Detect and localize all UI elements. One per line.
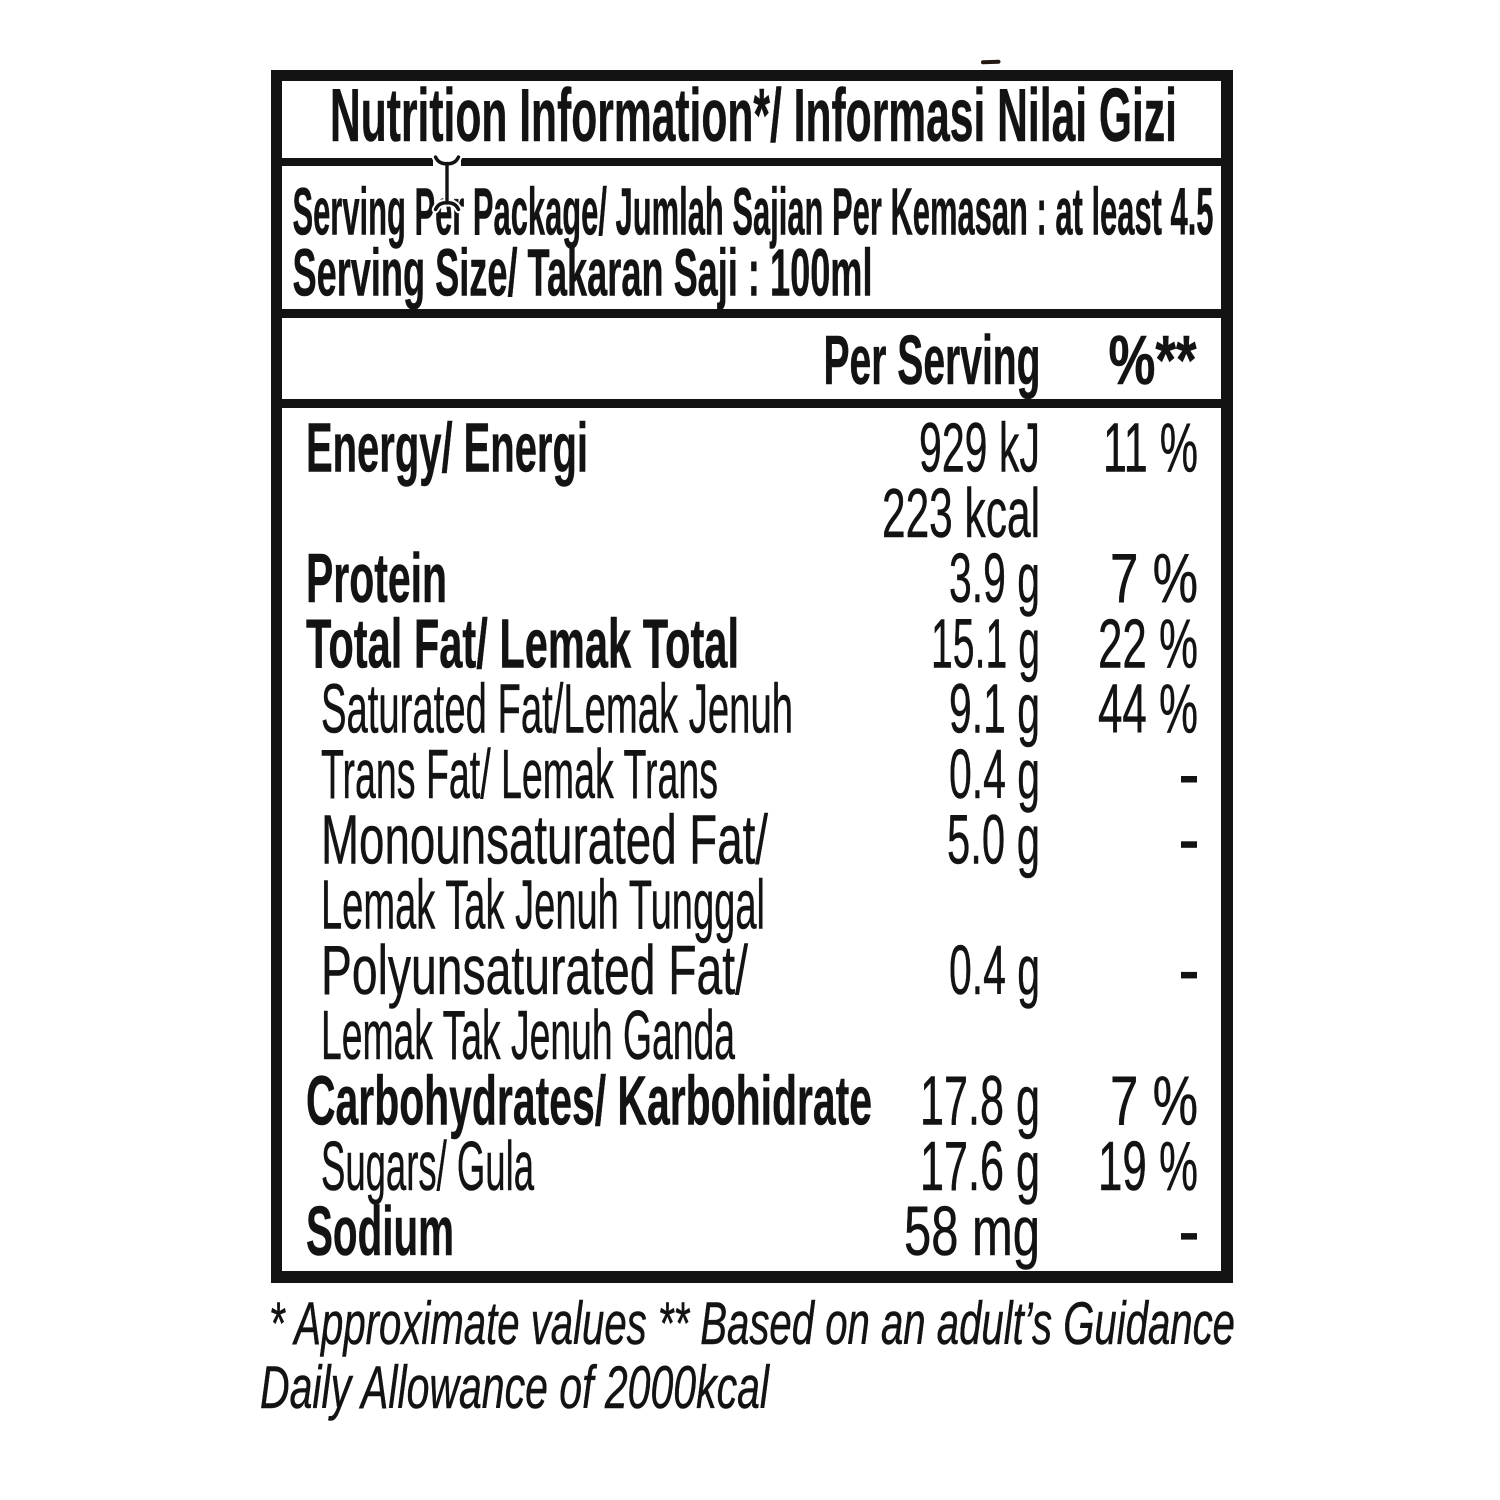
svg-text:Protein: Protein: [306, 539, 447, 617]
svg-text:3.9 g: 3.9 g: [949, 539, 1040, 617]
svg-text:Polyunsaturated Fat/: Polyunsaturated Fat/: [321, 931, 748, 1009]
svg-text:15.1 g: 15.1 g: [931, 604, 1040, 682]
svg-text:17.8 g: 17.8 g: [920, 1062, 1040, 1140]
svg-text:5.0 g: 5.0 g: [947, 800, 1040, 878]
svg-text:Energy/ Energi: Energy/ Energi: [306, 409, 588, 487]
svg-text:Lemak Tak Jenuh Ganda: Lemak Tak Jenuh Ganda: [321, 996, 735, 1074]
svg-text:0.4 g: 0.4 g: [949, 931, 1040, 1009]
svg-text:Nutrition Information*/ Inform: Nutrition Information*/ Informasi Nilai …: [330, 73, 1177, 157]
svg-text:44 %: 44 %: [1098, 670, 1198, 748]
svg-text:Sodium: Sodium: [306, 1192, 454, 1270]
svg-text:0.4 g: 0.4 g: [949, 735, 1040, 813]
svg-text:7 %: 7 %: [1110, 539, 1198, 617]
svg-text:Trans Fat/ Lemak Trans: Trans Fat/ Lemak Trans: [321, 735, 718, 813]
svg-text:Serving Size/ Takaran Saji : 1: Serving Size/ Takaran Saji : 100ml: [293, 235, 873, 310]
svg-text:Total Fat/ Lemak Total: Total Fat/ Lemak Total: [306, 604, 739, 682]
svg-text:* Approximate values ** Base: * Approximate values ** Based on an adul…: [269, 1290, 1235, 1357]
svg-text:9.1 g: 9.1 g: [949, 670, 1040, 748]
svg-text:223 kcal: 223 kcal: [882, 474, 1040, 552]
svg-text:Sugars/ Gula: Sugars/ Gula: [321, 1127, 534, 1205]
svg-text:58 mg: 58 mg: [904, 1192, 1040, 1270]
svg-text:Lemak Tak Jenuh Tunggal: Lemak Tak Jenuh Tunggal: [321, 866, 765, 944]
svg-text:19 %: 19 %: [1098, 1127, 1198, 1205]
svg-text:%**: %**: [1109, 321, 1198, 399]
svg-text:11 %: 11 %: [1103, 409, 1198, 487]
svg-text:Daily Allowance of 2000kcal: Daily Allowance of 2000kcal: [260, 1354, 770, 1421]
svg-text:22 %: 22 %: [1098, 604, 1198, 682]
svg-text:17.6 g: 17.6 g: [920, 1127, 1040, 1205]
svg-text:929 kJ: 929 kJ: [919, 409, 1040, 487]
svg-text:Per Serving: Per Serving: [824, 321, 1041, 399]
svg-text:Saturated Fat/Lemak Jenuh: Saturated Fat/Lemak Jenuh: [321, 670, 793, 748]
svg-text:Carbohydrates/ Karbohidrate: Carbohydrates/ Karbohidrate: [306, 1062, 872, 1140]
svg-text:7 %: 7 %: [1110, 1062, 1198, 1140]
svg-text:Monounsaturated Fat/: Monounsaturated Fat/: [321, 800, 768, 878]
